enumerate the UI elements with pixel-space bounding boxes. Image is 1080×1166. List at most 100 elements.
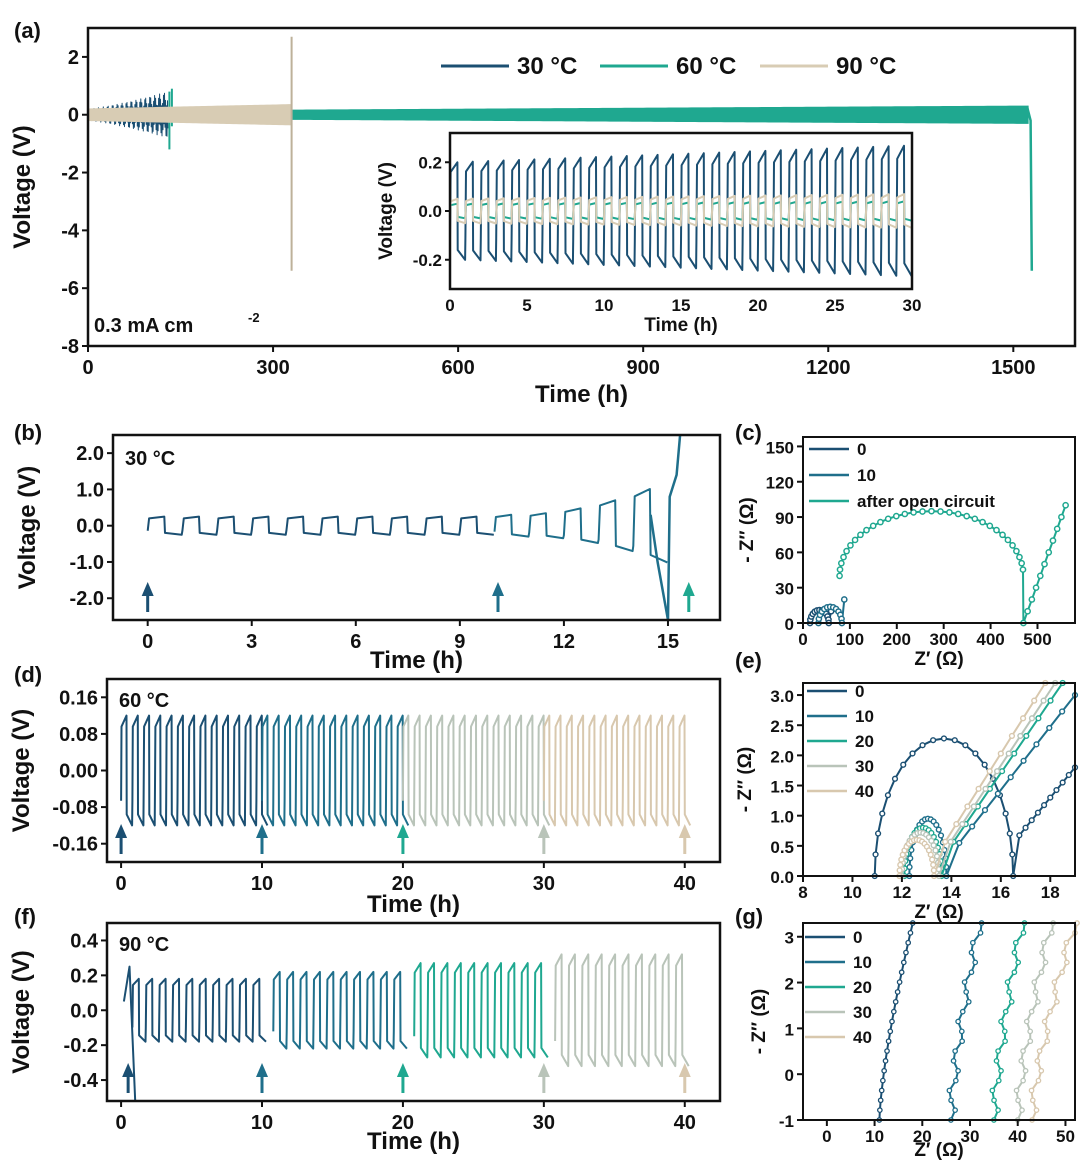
- c-point: [910, 509, 917, 516]
- g-point: [1035, 998, 1041, 1005]
- c-ytick-label: 30: [775, 580, 794, 599]
- e-point: [937, 832, 945, 839]
- g-point: [1027, 1038, 1034, 1045]
- e-point: [998, 768, 1006, 775]
- g-point: [1040, 939, 1047, 946]
- a-inset-ytick-label: 0.2: [418, 153, 442, 172]
- g-point: [972, 959, 979, 966]
- e-point: [940, 735, 948, 742]
- e-point: [1031, 697, 1038, 704]
- e-point: [929, 856, 936, 863]
- g-point: [877, 1097, 884, 1104]
- f-series-0: [131, 977, 267, 1043]
- g-point: [1059, 969, 1065, 976]
- f-frame: [105, 921, 722, 1103]
- b-xtick-label: 9: [454, 631, 465, 653]
- c-x-axis-label: Z′ (Ω): [914, 649, 963, 670]
- a-legend-entry: 90 °C: [836, 53, 896, 80]
- e-point: [1017, 732, 1024, 740]
- g-x-axis-label: Z′ (Ω): [914, 1140, 963, 1161]
- e-ytick-label: 2.0: [770, 747, 794, 766]
- b-ytick-label: 2.0: [76, 443, 104, 465]
- e-point: [1040, 697, 1047, 704]
- g-xtick-label: 30: [961, 1127, 980, 1146]
- a-inset-xtick-label: 10: [595, 296, 614, 315]
- b-arrow: [492, 582, 505, 612]
- d-ytick-label: 0.00: [59, 761, 98, 783]
- g-point: [1022, 1067, 1029, 1074]
- a-ytick-label: 2: [68, 47, 79, 69]
- a-inset-xtick-label: 20: [749, 296, 768, 315]
- c-point: [1041, 560, 1048, 568]
- e-point: [1007, 774, 1014, 781]
- g-point: [952, 1107, 958, 1114]
- e-ytick-label: 1.5: [770, 778, 794, 797]
- a-inset-x-axis-label: Time (h): [644, 315, 718, 336]
- b-x-axis-label: Time (h): [370, 647, 463, 674]
- d-xtick-label: 0: [116, 873, 127, 895]
- g-point: [889, 1018, 895, 1025]
- g-point: [1051, 979, 1058, 985]
- d-xtick-label: 30: [533, 873, 555, 895]
- g-series-3: [1015, 922, 1055, 1121]
- e-xtick-label: 10: [843, 883, 862, 902]
- a-ytick-label: 0: [68, 105, 79, 127]
- b-xtick-label: 3: [246, 631, 257, 653]
- e-point: [994, 768, 1001, 775]
- c-point: [963, 512, 971, 520]
- e-ytick-label: 0.0: [770, 868, 794, 887]
- e-series-4: [898, 682, 1047, 877]
- c-point: [1045, 549, 1053, 556]
- e-xtick-label: 18: [1041, 883, 1060, 902]
- g-point: [1063, 959, 1070, 966]
- g-point: [1032, 989, 1039, 995]
- g-xtick-label: 20: [913, 1127, 932, 1146]
- d-series-1: [261, 714, 410, 827]
- e-y-axis-label: - Z″ (Ω): [735, 747, 756, 812]
- c-ytick-label: 120: [766, 474, 794, 493]
- b-ytick-label: -2.0: [70, 588, 104, 610]
- e-point: [970, 803, 977, 810]
- c-point: [1024, 607, 1031, 615]
- g-point: [1002, 1008, 1009, 1015]
- g-point: [965, 998, 972, 1005]
- e-xtick-label: 16: [991, 883, 1010, 902]
- e-point: [874, 830, 882, 837]
- e-point: [1016, 832, 1023, 839]
- c-legend-entry: 10: [857, 466, 876, 485]
- d-arrow: [678, 824, 691, 854]
- c-ytick-label: 0: [785, 615, 794, 634]
- f-series-0-startup: [122, 965, 137, 1102]
- e-point: [959, 821, 966, 828]
- e-point: [1034, 809, 1042, 816]
- e-point: [930, 737, 937, 744]
- a-xtick-label: 600: [441, 357, 474, 379]
- e-point: [1011, 750, 1018, 757]
- a-ytick-label: -6: [61, 278, 79, 300]
- e-ytick-label: 0.5: [770, 838, 794, 857]
- a-y-axis-label: Voltage (V): [9, 125, 36, 249]
- c-point: [1032, 584, 1040, 592]
- g-ytick-label: 0: [785, 1066, 794, 1085]
- g-point: [1011, 949, 1018, 956]
- c-point: [884, 515, 892, 523]
- g-point: [955, 1067, 961, 1074]
- e-point: [879, 810, 886, 817]
- f-arrow: [537, 1063, 550, 1093]
- f-arrow: [678, 1063, 691, 1093]
- f-y-axis-label: Voltage (V): [8, 950, 35, 1074]
- c-ytick-label: 90: [775, 509, 794, 528]
- e-point: [1022, 824, 1029, 831]
- c-point: [1018, 559, 1025, 567]
- f-xtick-label: 10: [251, 1112, 273, 1134]
- b-panel-label: (b): [14, 420, 42, 445]
- a-legend-entry: 60 °C: [676, 53, 736, 80]
- b-xtick-label: 15: [657, 631, 679, 653]
- e-xtick-label: 8: [798, 883, 807, 902]
- g-series-4: [1030, 922, 1078, 1121]
- g-point: [1039, 949, 1045, 956]
- e-point: [951, 737, 958, 744]
- b-y-axis-label: Voltage (V): [14, 466, 41, 590]
- c-point: [901, 510, 909, 518]
